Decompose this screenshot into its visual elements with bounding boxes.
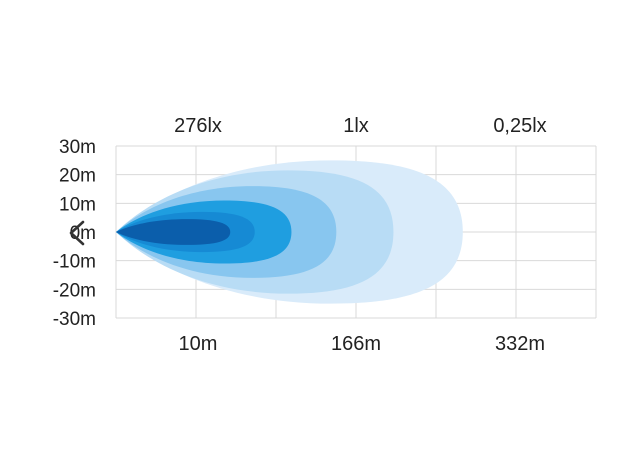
lux-labels: 276lx 1lx 0,25lx bbox=[174, 115, 547, 137]
y-tick-label: 20m bbox=[59, 166, 96, 187]
beam-layer-6 bbox=[116, 219, 231, 245]
beam-layers bbox=[116, 160, 463, 304]
x-tick-label: 10m bbox=[179, 333, 218, 355]
previous-button[interactable] bbox=[62, 218, 92, 248]
y-tick-label: -20m bbox=[53, 280, 96, 301]
x-tick-label: 332m bbox=[495, 333, 545, 355]
x-tick-label: 166m bbox=[331, 333, 381, 355]
lux-label: 0,25lx bbox=[493, 115, 546, 137]
chevron-left-icon bbox=[69, 220, 85, 246]
y-tick-label: -30m bbox=[53, 309, 96, 330]
y-tick-label: 30m bbox=[59, 137, 96, 158]
lux-label: 1lx bbox=[343, 115, 369, 137]
y-tick-label: -10m bbox=[53, 252, 96, 273]
y-tick-label: 10m bbox=[59, 194, 96, 215]
x-axis: 10m 166m 332m bbox=[179, 333, 545, 355]
lux-label: 276lx bbox=[174, 115, 222, 137]
